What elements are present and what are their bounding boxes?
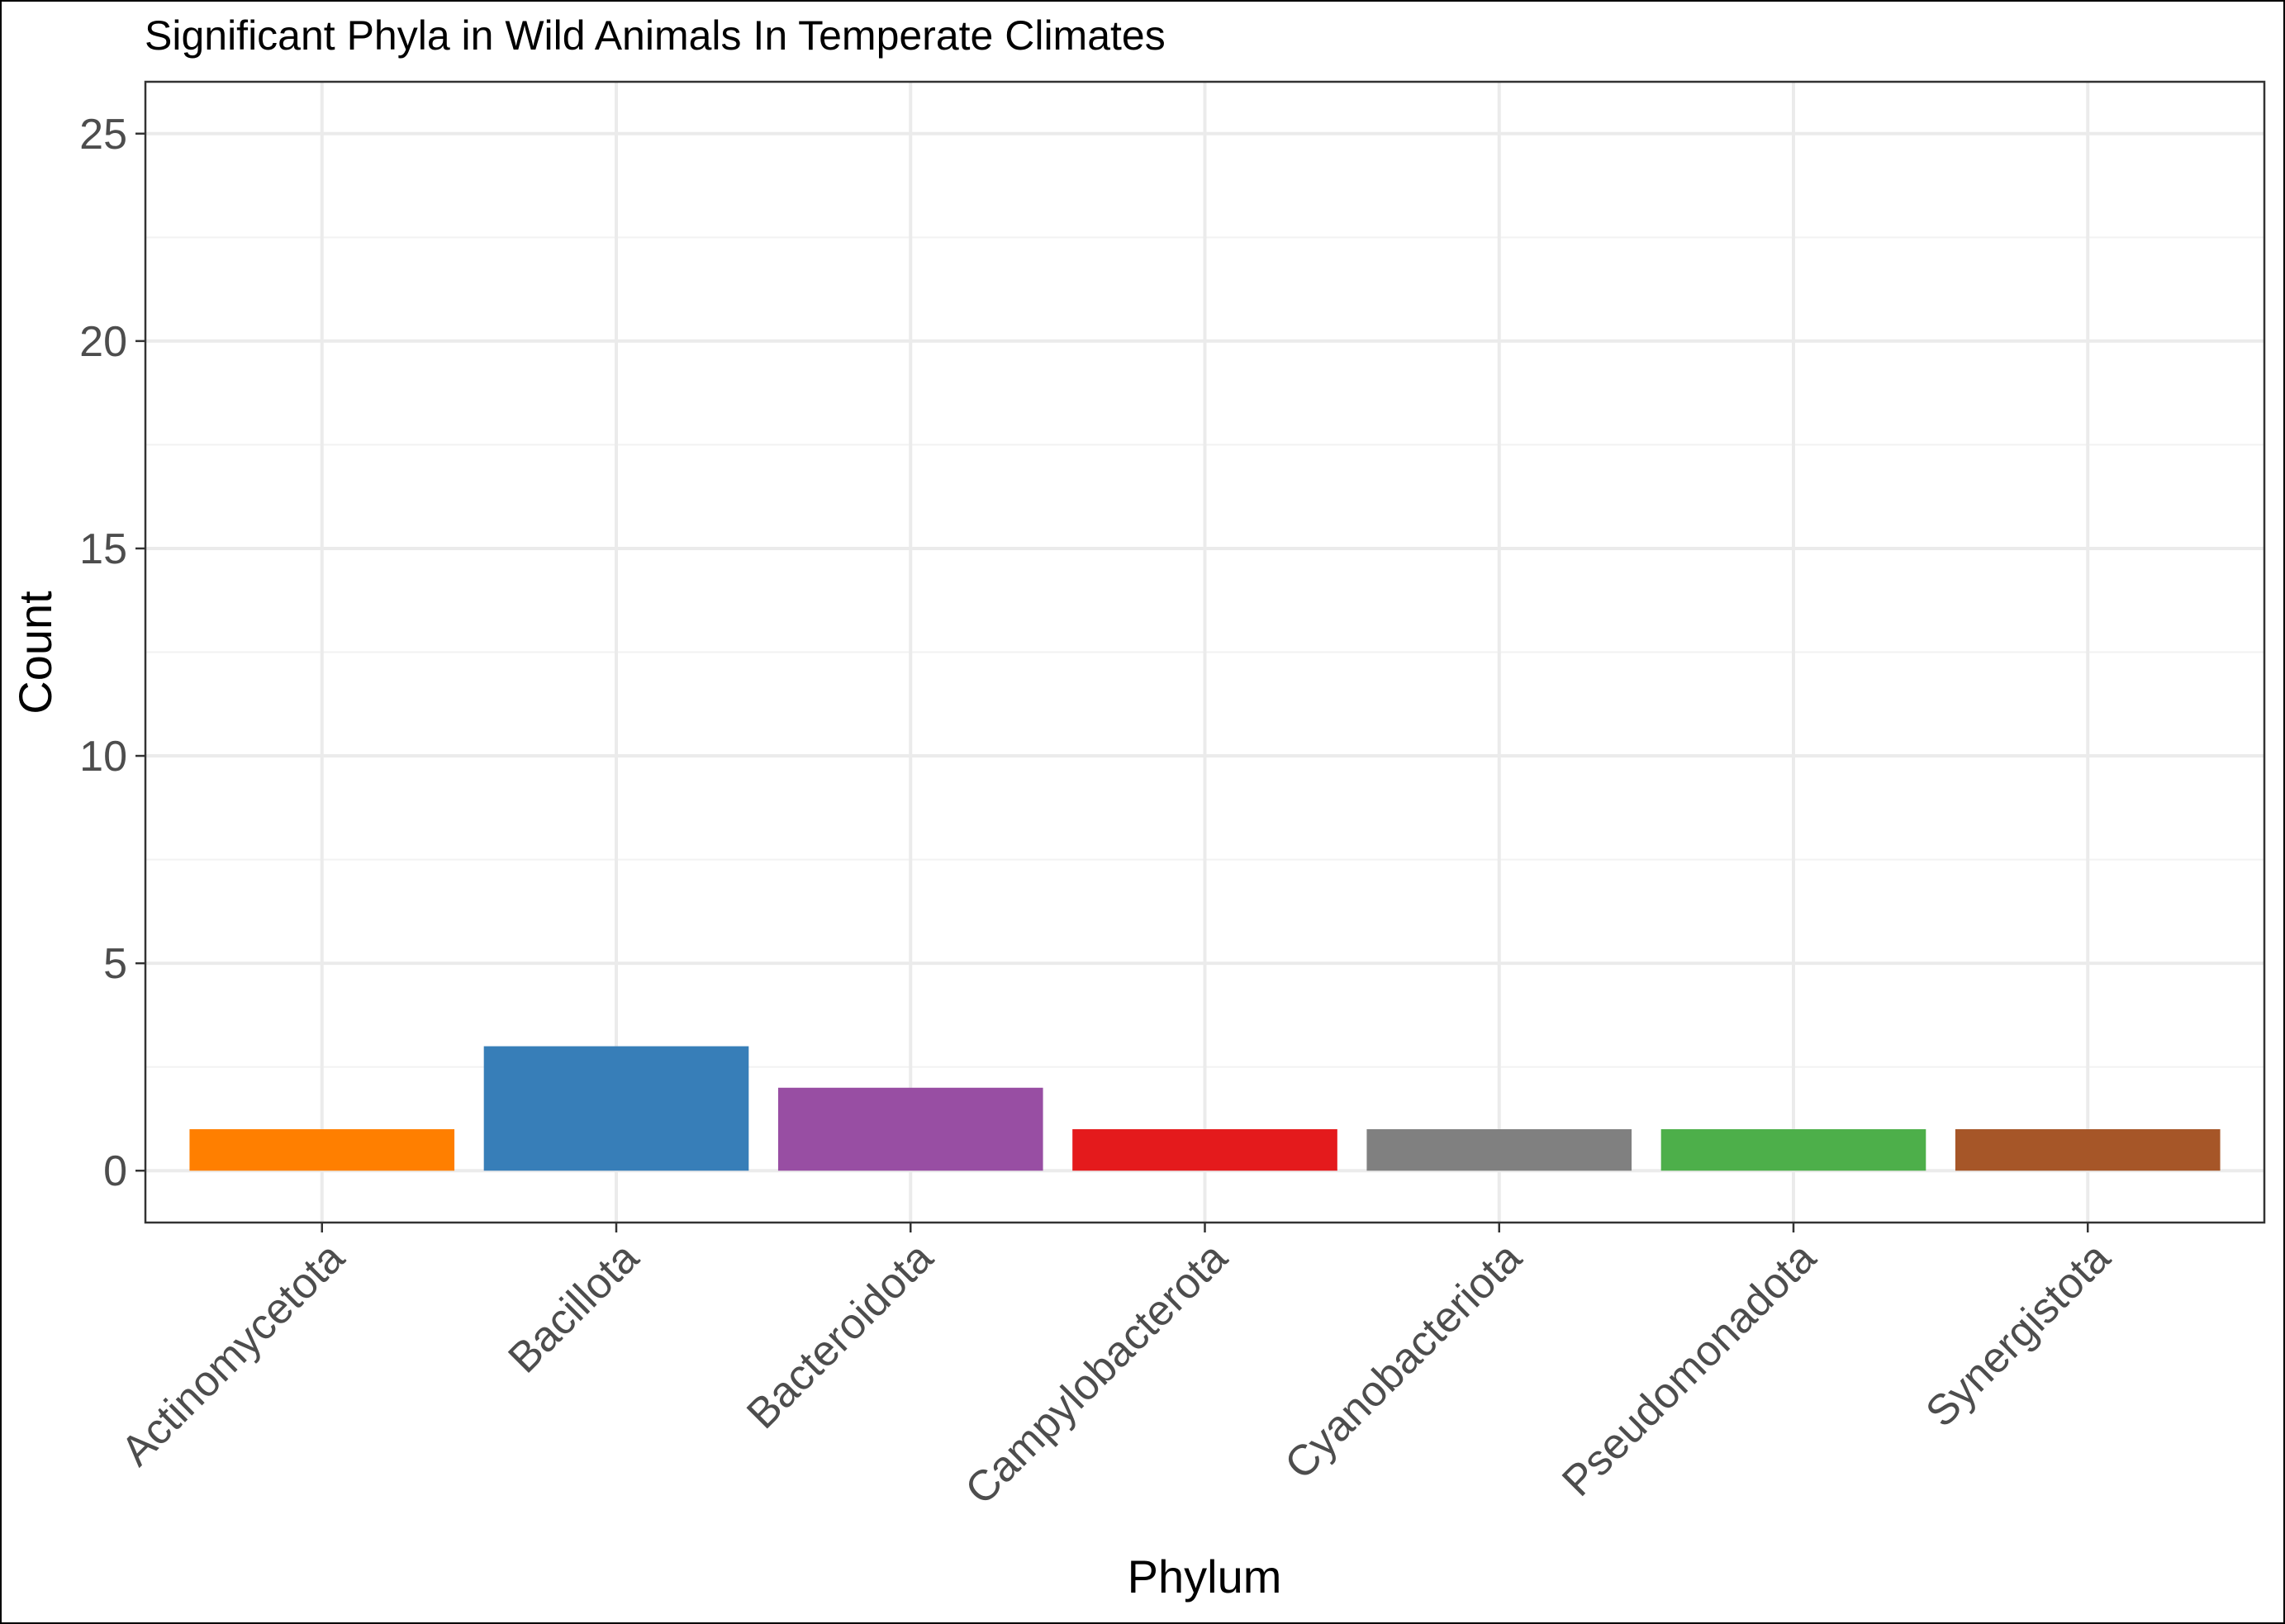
bar-synergistota [1955, 1129, 2221, 1171]
bar-campylobacterota [1072, 1129, 1337, 1171]
y-tick-label: 25 [79, 111, 127, 159]
x-axis-title: Phylum [1128, 1550, 1282, 1603]
y-tick-label: 10 [79, 733, 127, 781]
y-tick-label: 5 [103, 940, 127, 988]
bar-cyanobacteriota [1366, 1129, 1632, 1171]
chart-title: Significant Phyla in Wild Animals In Tem… [145, 12, 1166, 59]
gridlines [145, 82, 2264, 1223]
bar-actinomycetota [189, 1129, 455, 1171]
bars [189, 1046, 2221, 1171]
y-tick-label: 0 [103, 1147, 127, 1195]
bar-bacteroidota [777, 1087, 1043, 1171]
y-axis-title: Count [9, 591, 61, 715]
bar-pseudomonadota [1660, 1129, 1926, 1171]
y-axis: 0 5 10 15 20 25 [79, 111, 145, 1195]
bar-bacillota [483, 1046, 749, 1171]
y-tick-label: 20 [79, 318, 127, 366]
y-tick-label: 15 [79, 525, 127, 573]
